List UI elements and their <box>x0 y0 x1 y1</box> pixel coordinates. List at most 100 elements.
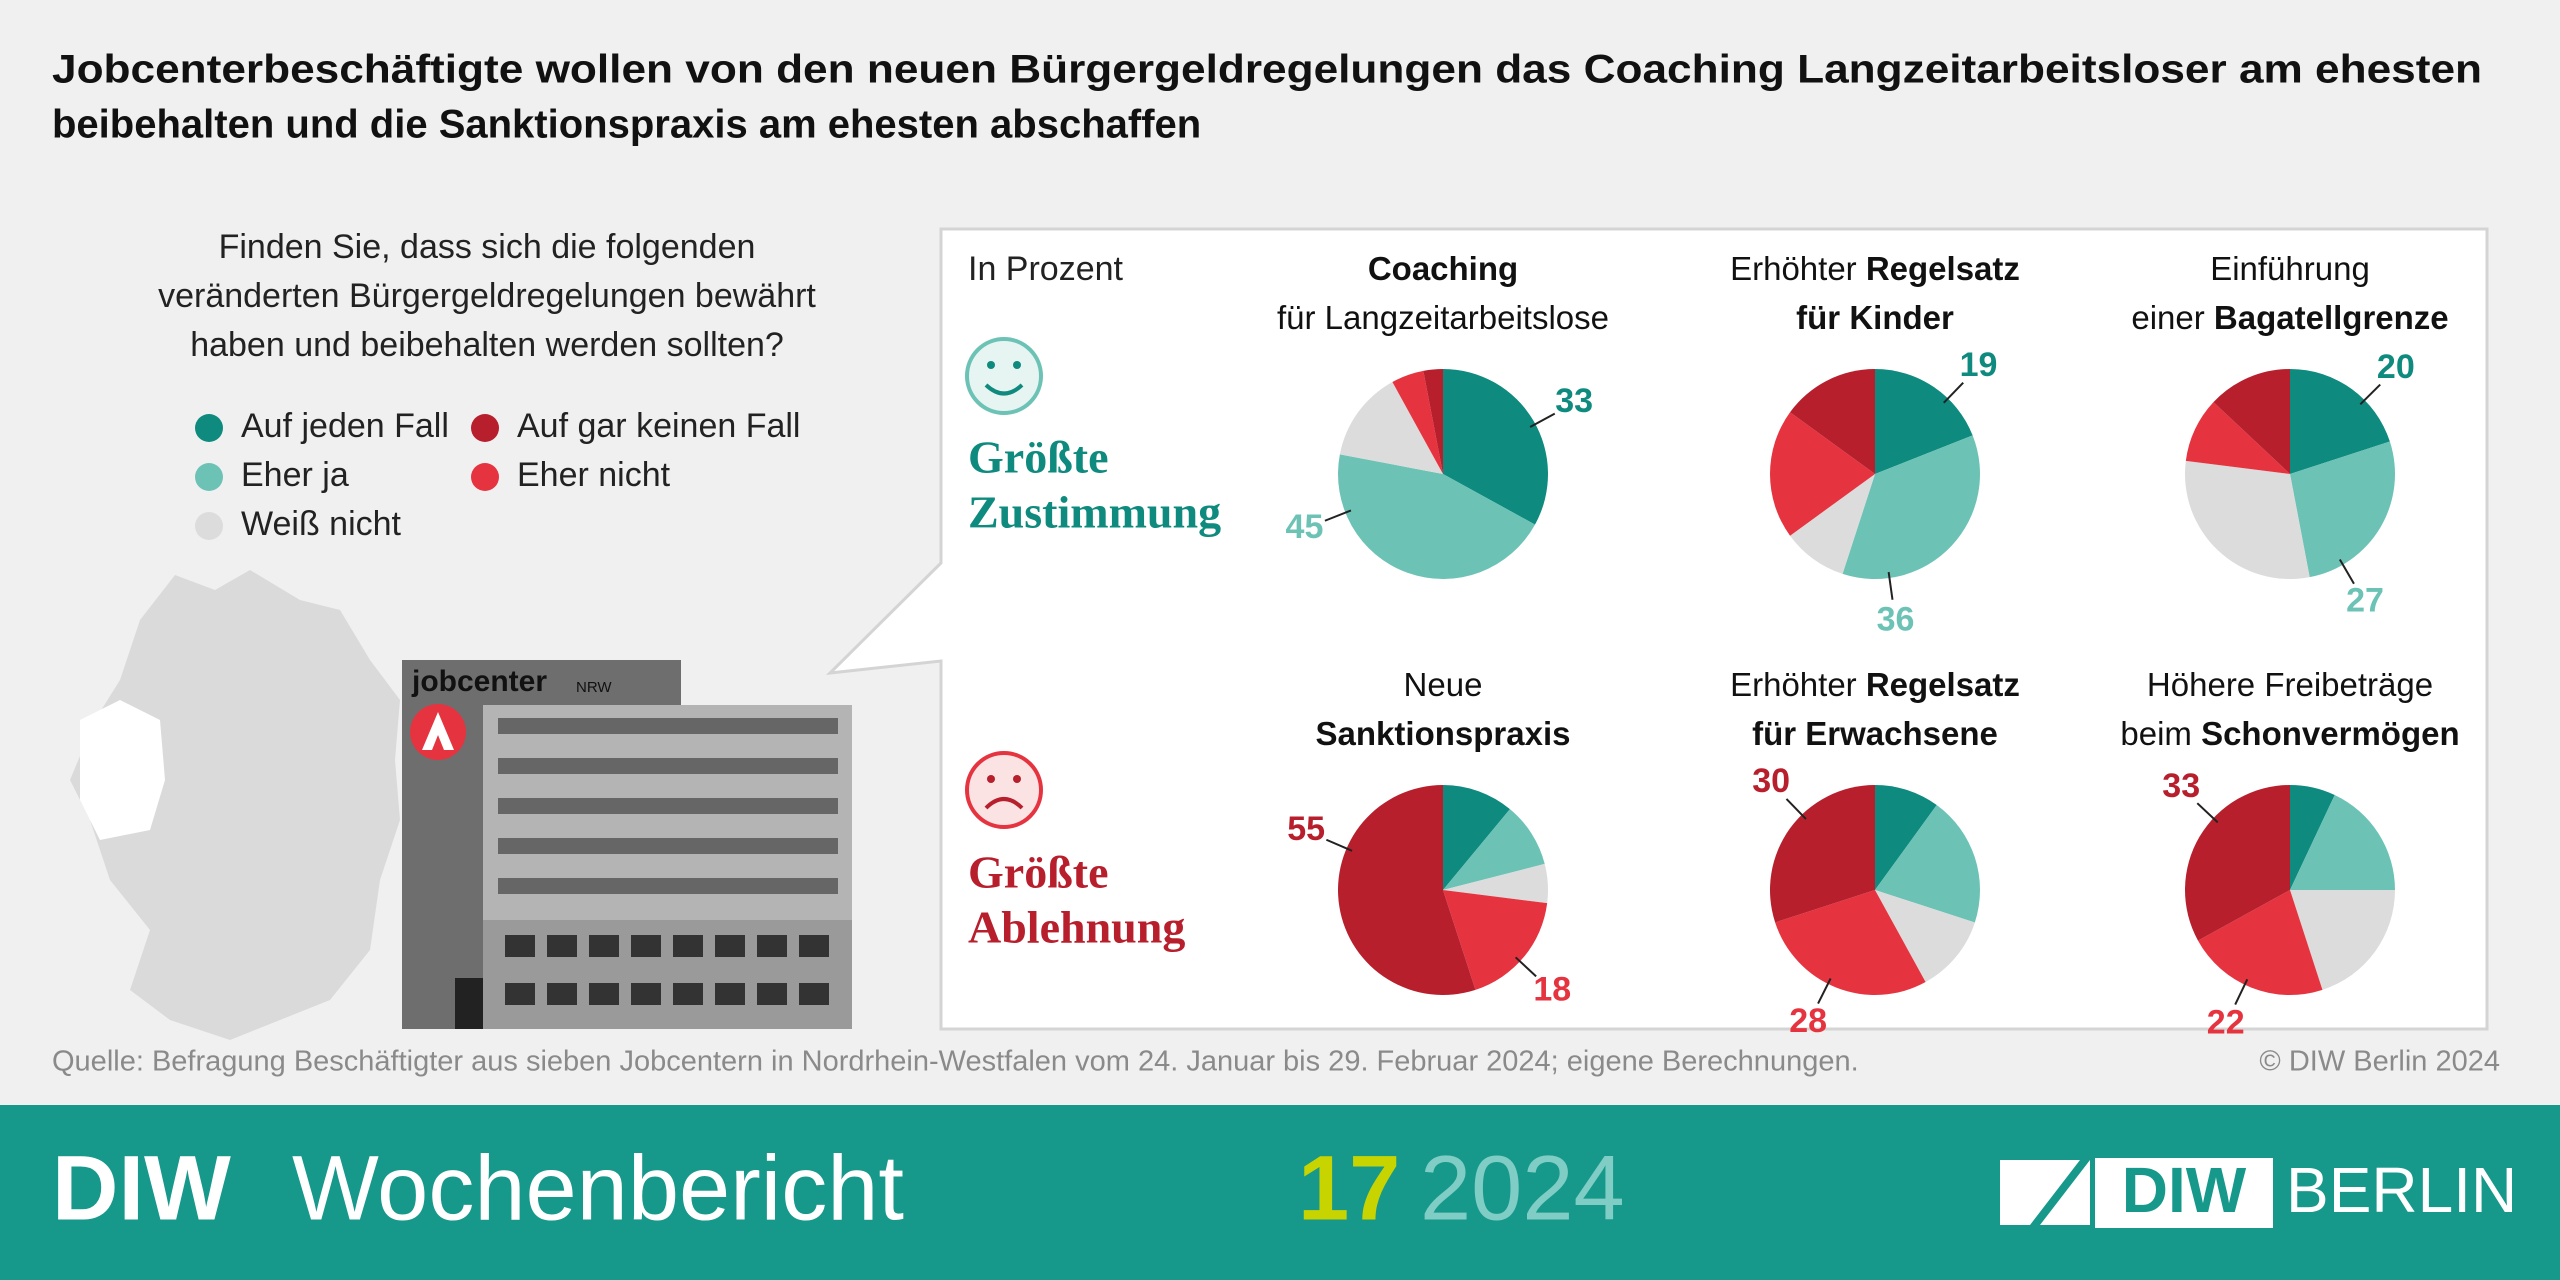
pie-slice <box>2290 794 2395 890</box>
pie-slice <box>1790 368 1875 474</box>
pie-slice <box>2290 441 2395 578</box>
pie-title: für Erwachsene <box>1752 715 1998 752</box>
pie-slice <box>1443 863 1548 904</box>
pie-title-part: Sanktionspraxis <box>1316 715 1571 752</box>
frown <box>987 775 995 783</box>
footer-issue: 17 <box>1298 1137 1400 1239</box>
legend-swatch <box>195 414 223 442</box>
pie-slice <box>1338 785 1476 995</box>
pie-title: Neue <box>1404 666 1483 703</box>
window <box>715 935 745 957</box>
value-label: 45 <box>1286 508 1324 546</box>
value-label: 36 <box>1877 601 1915 639</box>
windows <box>498 718 838 1005</box>
pie-slice <box>1875 805 1981 923</box>
pie-slice <box>1875 369 1973 474</box>
unit-label: In Prozent <box>968 250 1124 288</box>
pie-title-part: Erhöhter <box>1730 666 1866 703</box>
pie-slice <box>2213 369 2290 474</box>
pie-slice <box>2290 890 2395 990</box>
pie-slice <box>1842 435 1980 580</box>
footer-brand: DIW <box>52 1137 231 1239</box>
pie-slice <box>2197 890 2323 996</box>
legend-label: Weiß nicht <box>241 505 402 543</box>
pie-title: Coaching <box>1368 250 1518 287</box>
pie-title-part: Regelsatz <box>1866 666 2020 703</box>
pie-slice <box>2290 369 2390 474</box>
panel <box>825 227 2489 1031</box>
pie-title: für Langzeitarbeitslose <box>1277 299 1609 336</box>
window <box>547 983 577 1005</box>
pie-title: einer Bagatellgrenze <box>2131 299 2448 336</box>
value-label: 19 <box>1960 346 1998 384</box>
leader-line <box>1785 798 1807 820</box>
pie-slice <box>1338 454 1536 580</box>
logo-box <box>2095 1158 2273 1228</box>
question: veränderten Bürgergeldregelungen bewährt <box>158 277 816 315</box>
value-label: 27 <box>2346 582 2384 620</box>
group-label: Größte <box>968 847 1109 898</box>
pie-title: für Kinder <box>1796 299 1954 336</box>
frown <box>984 797 1024 810</box>
pie-slice <box>1443 369 1549 525</box>
value-label: 28 <box>1789 1002 1827 1040</box>
window-row <box>498 878 838 894</box>
legend-label: Auf jeden Fall <box>241 407 449 445</box>
value-label: 20 <box>2377 348 2415 386</box>
pie-slice <box>1790 474 1875 574</box>
pie-slice <box>1775 890 1926 996</box>
logo-text: DIW <box>2122 1154 2247 1226</box>
title: beibehalten und die Sanktionspraxis am e… <box>52 103 1201 147</box>
smiley <box>1013 361 1021 369</box>
leader-line <box>1324 509 1352 522</box>
window <box>673 983 703 1005</box>
pie-slice <box>1770 412 1875 536</box>
pie-title: Erhöhter Regelsatz <box>1730 666 2020 703</box>
door <box>455 978 483 1029</box>
legend-swatch <box>471 463 499 491</box>
window <box>757 935 787 957</box>
window-row <box>498 798 838 814</box>
pie-slice <box>1443 785 1510 890</box>
title: Jobcenterbeschäftigte wollen von den neu… <box>52 48 2482 92</box>
value-label: 18 <box>1533 970 1571 1008</box>
pie-slice <box>2185 402 2290 474</box>
legend-swatch <box>471 414 499 442</box>
pie-title-part: für Langzeitarbeitslose <box>1277 299 1609 336</box>
legend-label: Eher nicht <box>517 456 671 494</box>
value-label: 33 <box>2162 767 2200 805</box>
leader-line <box>1529 412 1556 428</box>
leader-line <box>1887 571 1894 600</box>
group-label: Größte <box>968 432 1109 483</box>
smiley <box>965 337 1043 415</box>
leader-line <box>2196 802 2219 824</box>
leader-line <box>1325 838 1353 852</box>
window <box>505 983 535 1005</box>
value-label: 30 <box>1752 762 1790 800</box>
value-label: 33 <box>1555 382 1593 420</box>
window <box>799 983 829 1005</box>
logo <box>422 712 454 750</box>
window <box>505 935 535 957</box>
window-row <box>498 758 838 774</box>
pie-slice <box>1769 785 1875 923</box>
window <box>631 983 661 1005</box>
pie-slice <box>1875 785 1937 890</box>
pie-title: Höhere Freibeträge <box>2147 666 2433 703</box>
pie-title-part: Einführung <box>2210 250 2370 287</box>
group-label: Zustimmung <box>968 487 1221 538</box>
copyright: © DIW Berlin 2024 <box>2259 1046 2500 1078</box>
leader-line <box>1514 956 1537 978</box>
footer-publication: Wochenbericht <box>292 1137 904 1239</box>
pie-title-part: Coaching <box>1368 250 1518 287</box>
source: Quelle: Befragung Beschäftigter aus sieb… <box>52 1046 1859 1078</box>
pie-title-part: für Erwachsene <box>1752 715 1998 752</box>
frown <box>965 751 1043 829</box>
window-row <box>498 718 838 734</box>
window <box>631 935 661 957</box>
window-row <box>498 838 838 854</box>
leader-line <box>1817 978 1832 1004</box>
pie-title-part: Höhere Freibeträge <box>2147 666 2433 703</box>
leader-line <box>1943 381 1964 404</box>
